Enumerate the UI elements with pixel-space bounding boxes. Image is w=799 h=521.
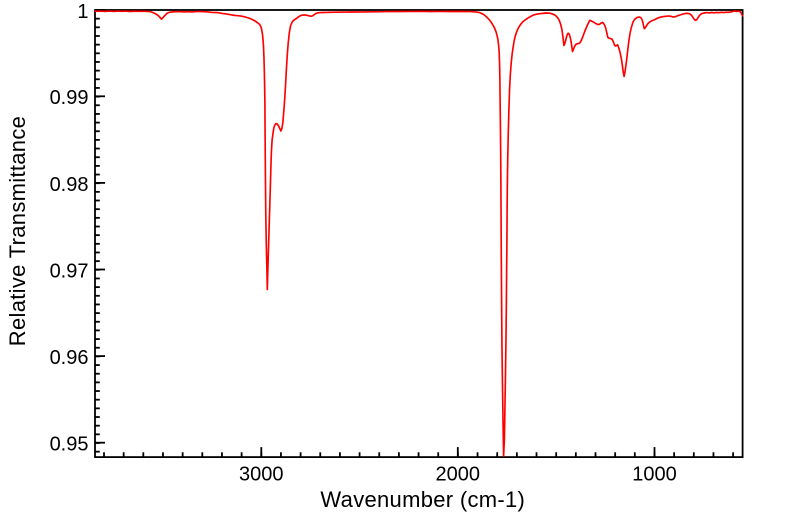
svg-text:Relative Transmittance: Relative Transmittance <box>5 116 30 346</box>
svg-text:Wavenumber (cm-1): Wavenumber (cm-1) <box>320 487 525 512</box>
svg-text:0.98: 0.98 <box>50 174 89 196</box>
svg-text:2000: 2000 <box>436 464 481 486</box>
svg-text:0.99: 0.99 <box>50 87 89 109</box>
svg-text:0.97: 0.97 <box>50 260 89 282</box>
svg-text:1: 1 <box>77 1 88 23</box>
svg-text:3000: 3000 <box>239 464 284 486</box>
svg-text:1000: 1000 <box>632 464 677 486</box>
svg-text:0.95: 0.95 <box>50 434 89 456</box>
svg-text:0.96: 0.96 <box>50 347 89 369</box>
